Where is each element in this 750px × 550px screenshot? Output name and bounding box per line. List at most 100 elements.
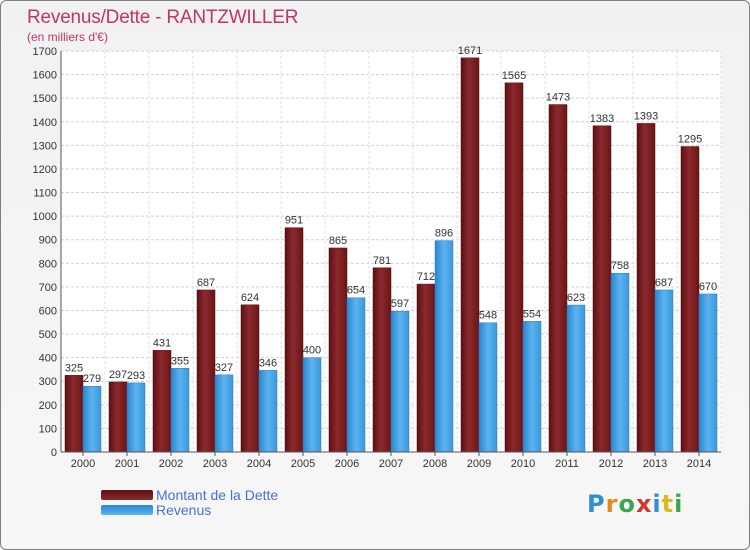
data-label-revenue: 346 <box>259 357 277 369</box>
data-label-revenue: 758 <box>611 260 629 272</box>
y-tick-label: 1600 <box>33 70 57 82</box>
bar-revenue <box>346 297 366 453</box>
data-label-debt: 1393 <box>634 110 658 122</box>
legend-label-debt: Montant de la Dette <box>156 487 279 503</box>
data-label-revenue: 896 <box>435 228 453 240</box>
bar-revenue <box>566 304 586 453</box>
legend-swatch-debt <box>101 490 153 500</box>
y-tick-label: 0 <box>51 447 57 459</box>
x-tick-label: 2005 <box>291 458 315 470</box>
bar-debt <box>592 125 612 453</box>
bar-revenue <box>478 322 498 453</box>
y-tick-label: 400 <box>39 353 57 365</box>
y-tick-label: 1500 <box>33 93 57 105</box>
bar-revenue <box>170 368 190 453</box>
x-tick-label: 2002 <box>159 458 183 470</box>
bar-debt <box>504 82 524 453</box>
y-tick-label: 1300 <box>33 140 57 152</box>
bar-debt <box>680 146 700 453</box>
y-tick-label: 800 <box>39 258 57 270</box>
legend-swatch-revenue <box>101 505 153 515</box>
data-label-debt: 687 <box>197 277 215 289</box>
bar-debt <box>548 104 568 453</box>
bar-debt <box>460 57 480 453</box>
y-tick-label: 500 <box>39 329 57 341</box>
bar-debt <box>108 381 128 453</box>
y-tick-label: 600 <box>39 305 57 317</box>
bar-revenue <box>390 310 410 453</box>
y-tick-label: 900 <box>39 235 57 247</box>
bar-debt <box>636 123 656 453</box>
proxiti-logo: Proxiti <box>587 490 684 518</box>
data-label-debt: 1383 <box>590 113 614 125</box>
data-label-debt: 712 <box>417 271 435 283</box>
bar-debt <box>196 289 216 453</box>
y-tick-label: 1700 <box>33 46 57 58</box>
data-label-revenue: 355 <box>171 355 189 367</box>
data-label-debt: 297 <box>109 369 127 381</box>
bar-revenue <box>82 385 102 453</box>
data-label-debt: 624 <box>241 292 259 304</box>
x-tick-label: 2009 <box>467 458 491 470</box>
data-label-debt: 1671 <box>458 45 482 57</box>
data-label-revenue: 548 <box>479 310 497 322</box>
x-tick-label: 2004 <box>247 458 271 470</box>
data-label-debt: 1565 <box>502 70 526 82</box>
data-label-debt: 865 <box>329 235 347 247</box>
bar-debt <box>328 247 348 453</box>
bar-revenue <box>610 272 630 453</box>
data-label-revenue: 554 <box>523 308 541 320</box>
data-label-revenue: 279 <box>83 373 101 385</box>
x-tick-label: 2011 <box>555 458 579 470</box>
data-label-revenue: 293 <box>127 370 145 382</box>
y-tick-label: 100 <box>39 423 57 435</box>
y-tick-label: 1400 <box>33 117 57 129</box>
y-tick-label: 700 <box>39 282 57 294</box>
data-label-debt: 1295 <box>678 134 702 146</box>
bar-debt <box>152 350 172 453</box>
y-tick-label: 1100 <box>33 188 57 200</box>
bar-revenue <box>214 374 234 453</box>
y-tick-label: 300 <box>39 376 57 388</box>
data-label-revenue: 687 <box>655 277 673 289</box>
chart-title: Revenus/Dette - RANTZWILLER <box>27 7 299 28</box>
x-tick-label: 2013 <box>643 458 667 470</box>
x-tick-label: 2007 <box>379 458 403 470</box>
data-label-debt: 325 <box>65 362 83 374</box>
x-tick-label: 2001 <box>115 458 139 470</box>
data-label-revenue: 623 <box>567 292 585 304</box>
bar-revenue <box>302 357 322 453</box>
bar-revenue <box>126 382 146 453</box>
data-label-revenue: 327 <box>215 362 233 374</box>
data-label-debt: 431 <box>153 337 171 349</box>
data-label-revenue: 597 <box>391 298 409 310</box>
x-tick-label: 2006 <box>335 458 359 470</box>
data-label-revenue: 670 <box>699 281 717 293</box>
bar-revenue <box>654 289 674 453</box>
x-tick-label: 2012 <box>599 458 623 470</box>
data-label-debt: 781 <box>373 255 391 267</box>
bar-debt <box>372 267 392 453</box>
bar-revenue <box>698 293 718 453</box>
bar-debt <box>64 375 84 453</box>
data-label-revenue: 654 <box>347 285 365 297</box>
y-tick-label: 1200 <box>33 164 57 176</box>
bar-debt <box>416 283 436 453</box>
x-tick-label: 2003 <box>203 458 227 470</box>
y-tick-label: 200 <box>39 400 57 412</box>
bar-revenue <box>258 370 278 453</box>
data-label-revenue: 400 <box>303 345 321 357</box>
chart-subtitle: (en milliers d'€) <box>27 30 108 44</box>
bar-revenue <box>434 240 454 453</box>
bar-revenue <box>522 321 542 453</box>
x-tick-label: 2000 <box>71 458 95 470</box>
data-label-debt: 951 <box>285 215 303 227</box>
x-tick-label: 2014 <box>687 458 711 470</box>
x-tick-label: 2010 <box>511 458 535 470</box>
legend-label-revenue: Revenus <box>156 502 212 518</box>
bar-debt <box>240 304 260 453</box>
data-label-debt: 1473 <box>546 92 570 104</box>
x-tick-label: 2008 <box>423 458 447 470</box>
